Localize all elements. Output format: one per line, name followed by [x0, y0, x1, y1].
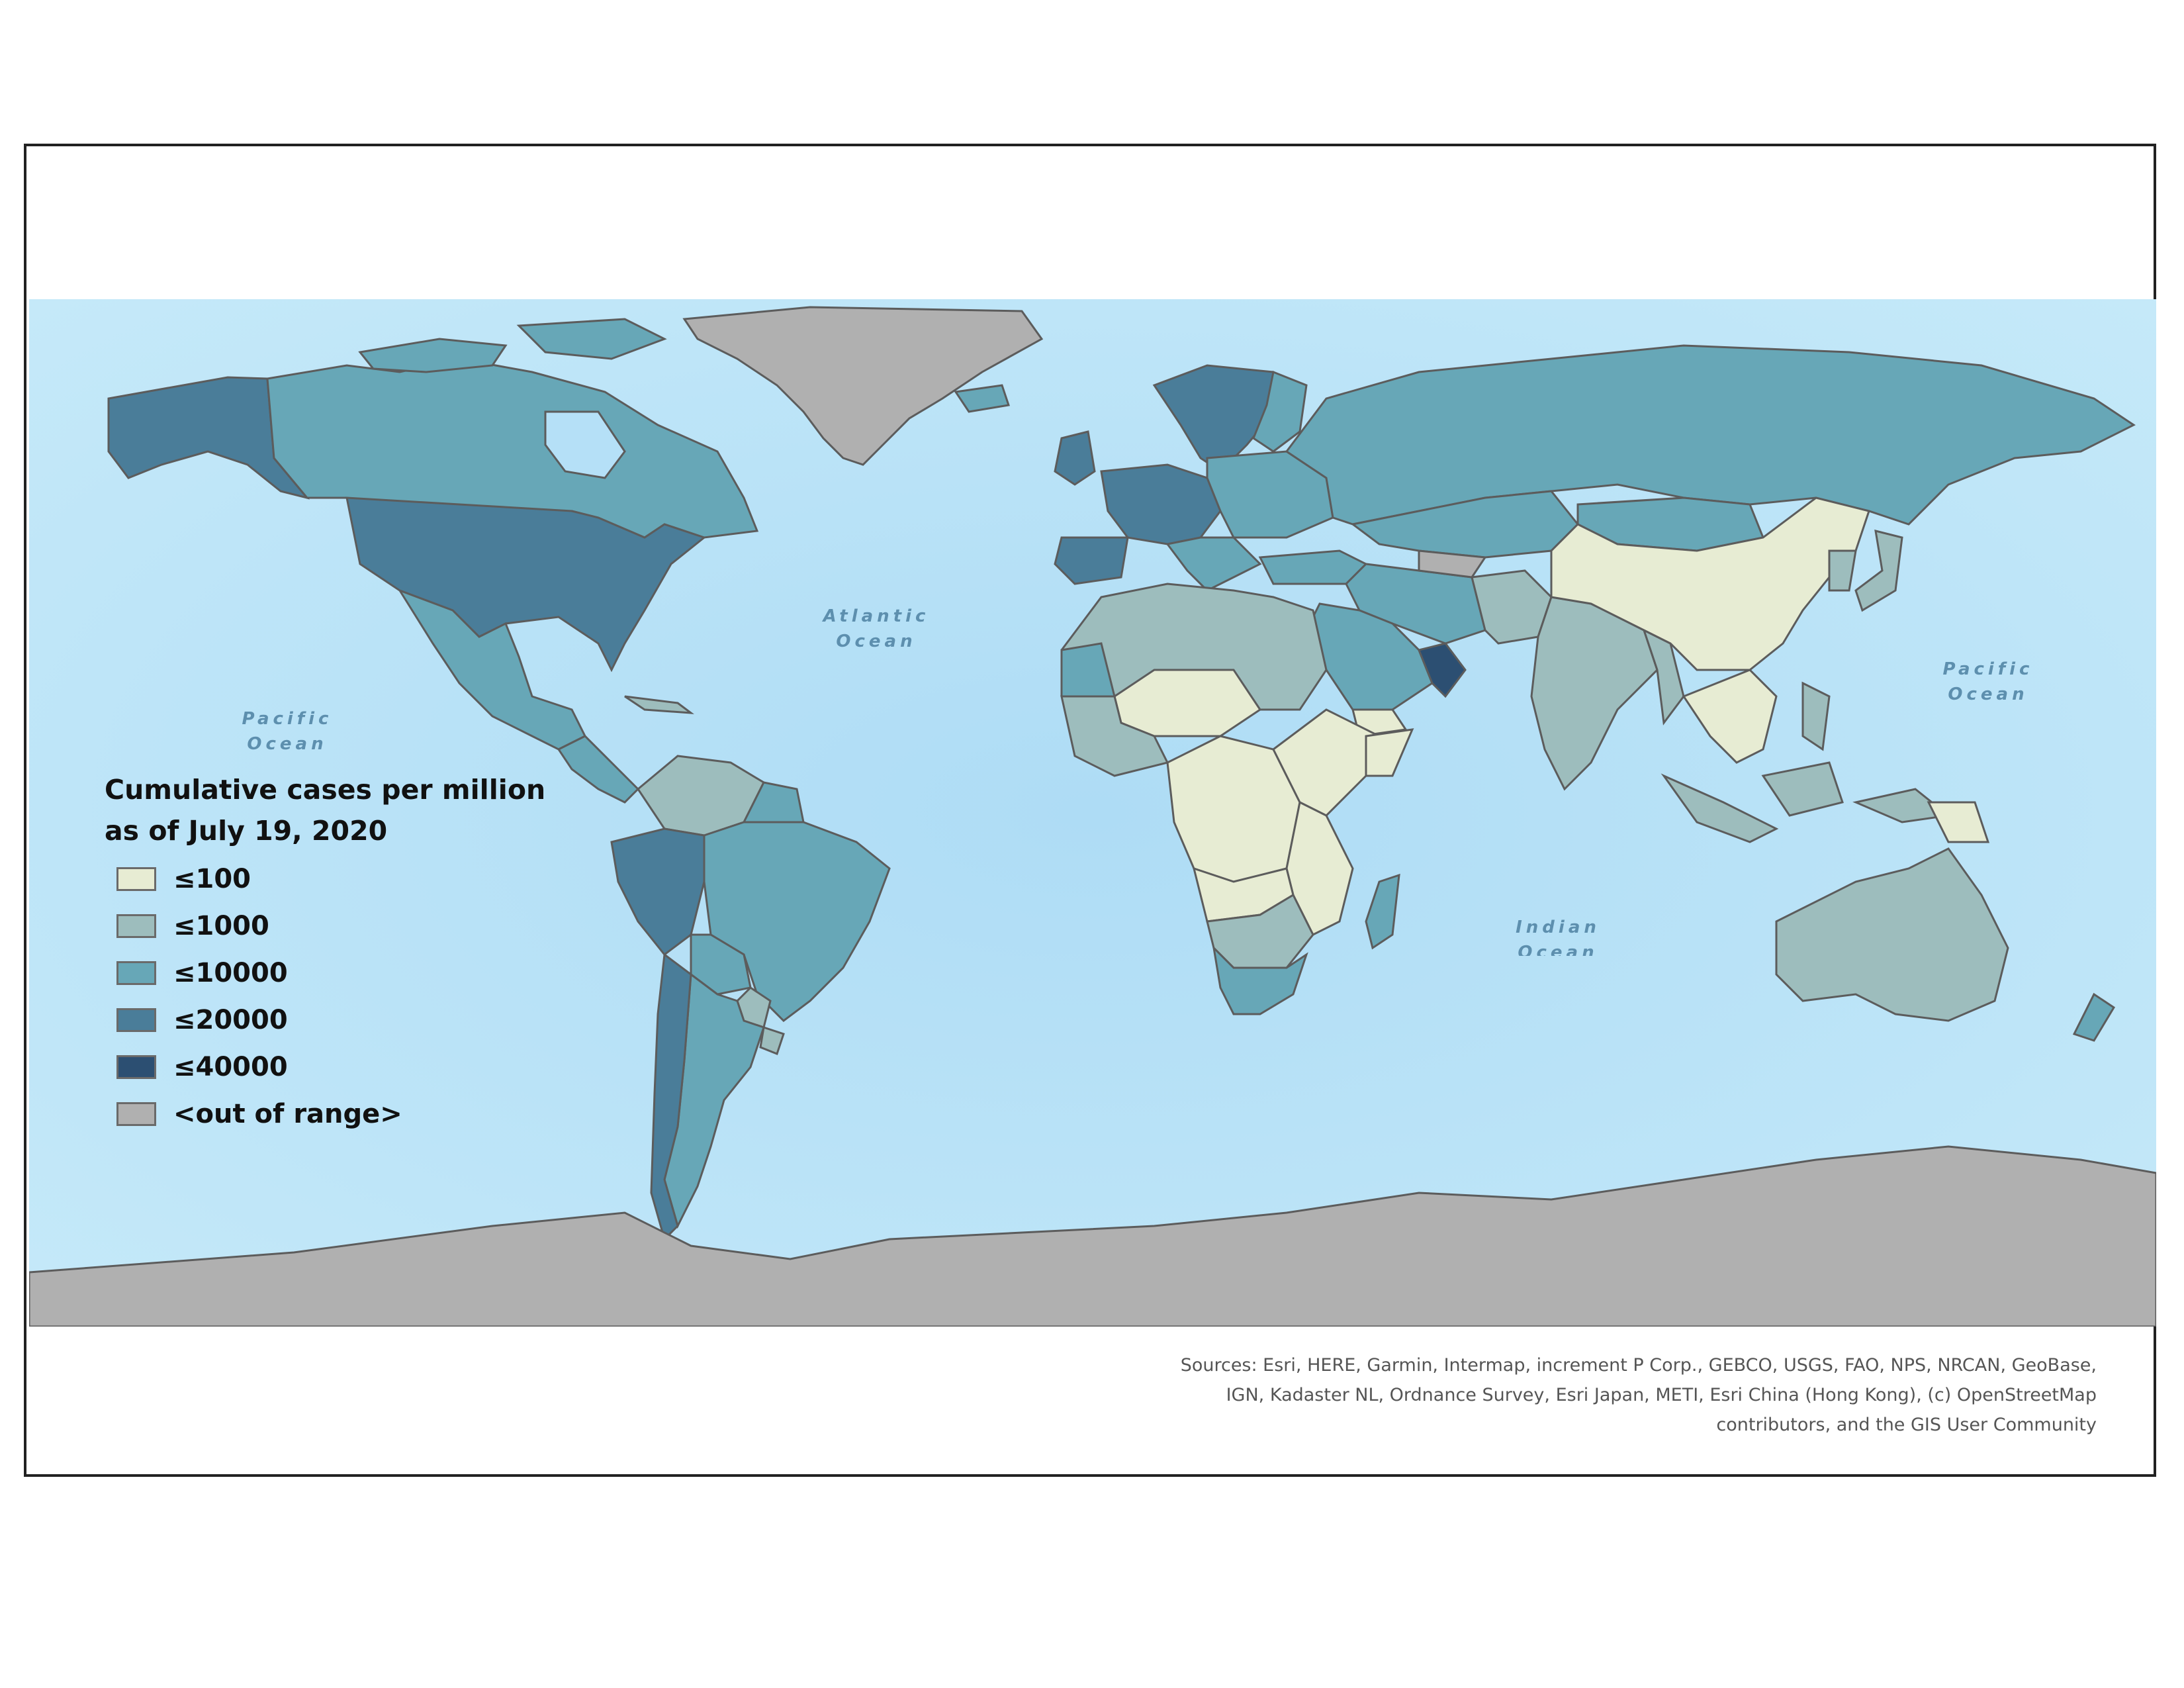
- philippines[interactable]: [1801, 681, 1831, 751]
- sources-line: contributors, and the GIS User Community: [1716, 1415, 2097, 1435]
- mexico[interactable]: [397, 588, 587, 751]
- south-africa[interactable]: [1212, 945, 1308, 1015]
- legend-item: ≤20000: [116, 996, 568, 1043]
- japan[interactable]: [1854, 529, 1903, 612]
- west-africa[interactable]: [1060, 695, 1169, 777]
- central-asia-grey[interactable]: [1418, 549, 1487, 579]
- oman[interactable]: [1417, 642, 1467, 698]
- legend-swatch: [116, 1102, 156, 1126]
- legend-item: ≤40000: [116, 1043, 568, 1090]
- legend: Cumulative cases per million as of July …: [105, 769, 568, 1137]
- sources-line: Sources: Esri, HERE, Garmin, Intermap, i…: [1180, 1355, 2097, 1376]
- ocean-label-pacific-west: Pacific Ocean: [242, 709, 333, 754]
- legend-swatch: [116, 961, 156, 985]
- greenland[interactable]: [682, 306, 1044, 466]
- legend-label: <out of range>: [173, 1098, 402, 1129]
- madagascar[interactable]: [1365, 873, 1400, 950]
- legend-title: Cumulative cases per million as of July …: [105, 769, 568, 851]
- legend-swatch: [116, 1008, 156, 1032]
- ocean-label-pacific-east: Pacific Ocean: [1942, 659, 2034, 704]
- legend-item: ≤1000: [116, 902, 568, 949]
- legend-item: ≤10000: [116, 949, 568, 996]
- canada-arctic-islands[interactable]: [358, 318, 667, 373]
- alaska[interactable]: [107, 376, 310, 500]
- chile[interactable]: [650, 953, 692, 1241]
- legend-title-line2: as of July 19, 2020: [105, 815, 388, 847]
- italy-balkans[interactable]: [1165, 536, 1262, 592]
- iberia[interactable]: [1054, 536, 1129, 585]
- sources-attribution: Sources: Esri, HERE, Garmin, Intermap, i…: [972, 1350, 2097, 1440]
- central-america[interactable]: [557, 735, 640, 804]
- legend-title-line1: Cumulative cases per million: [105, 774, 546, 806]
- uruguay[interactable]: [759, 1026, 785, 1055]
- uk-ireland[interactable]: [1054, 430, 1096, 486]
- ocean-label-atlantic: Atlantic Ocean: [823, 606, 930, 651]
- legend-label: ≤1000: [173, 910, 269, 941]
- horn-of-africa[interactable]: [1365, 728, 1414, 777]
- legend-swatch: [116, 914, 156, 938]
- legend-label: ≤40000: [173, 1051, 288, 1082]
- southeast-asia[interactable]: [1682, 669, 1778, 764]
- iceland[interactable]: [954, 384, 1010, 413]
- sources-line: IGN, Kadaster NL, Ordnance Survey, Esri …: [1226, 1385, 2097, 1405]
- papua-new-guinea[interactable]: [1927, 801, 1990, 843]
- new-zealand[interactable]: [2072, 992, 2116, 1042]
- legend-item: ≤100: [116, 855, 568, 902]
- legend-swatch: [116, 1055, 156, 1079]
- finland[interactable]: [1252, 370, 1308, 453]
- hudson-bay: [544, 410, 626, 479]
- legend-swatch: [116, 867, 156, 891]
- legend-label: ≤10000: [173, 957, 288, 988]
- scandinavia[interactable]: [1152, 364, 1281, 473]
- legend-label: ≤20000: [173, 1004, 288, 1035]
- world-map[interactable]: Atlantic Ocean Pacific Ocean Pacific Oce…: [29, 299, 2156, 1327]
- antarctica[interactable]: [29, 1145, 2156, 1327]
- ocean-label-indian: Indian Ocean: [1516, 917, 1600, 956]
- china[interactable]: [1550, 496, 1870, 671]
- world-map-svg[interactable]: [29, 299, 2156, 1327]
- cuba[interactable]: [624, 695, 694, 714]
- australia[interactable]: [1775, 847, 2009, 1022]
- korea[interactable]: [1828, 549, 1857, 592]
- legend-item: <out of range>: [116, 1090, 568, 1137]
- legend-label: ≤100: [173, 863, 251, 894]
